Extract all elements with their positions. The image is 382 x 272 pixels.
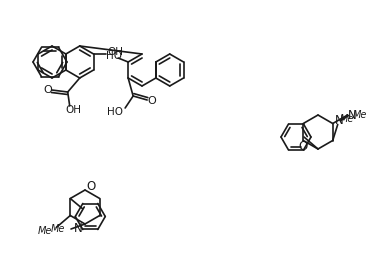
Text: OH: OH [66, 105, 82, 115]
Text: N: N [74, 221, 83, 234]
Text: O: O [43, 85, 52, 95]
Text: N: N [335, 114, 344, 127]
Text: Me: Me [51, 224, 65, 234]
Text: O: O [86, 180, 96, 193]
Text: N: N [348, 109, 357, 122]
Text: HO: HO [107, 107, 123, 117]
Text: Me: Me [38, 227, 52, 236]
Text: O: O [299, 140, 308, 153]
Text: O: O [148, 96, 157, 106]
Text: HO: HO [106, 51, 122, 61]
Text: Me: Me [340, 113, 354, 123]
Text: OH: OH [108, 47, 123, 57]
Text: Me: Me [353, 110, 367, 120]
